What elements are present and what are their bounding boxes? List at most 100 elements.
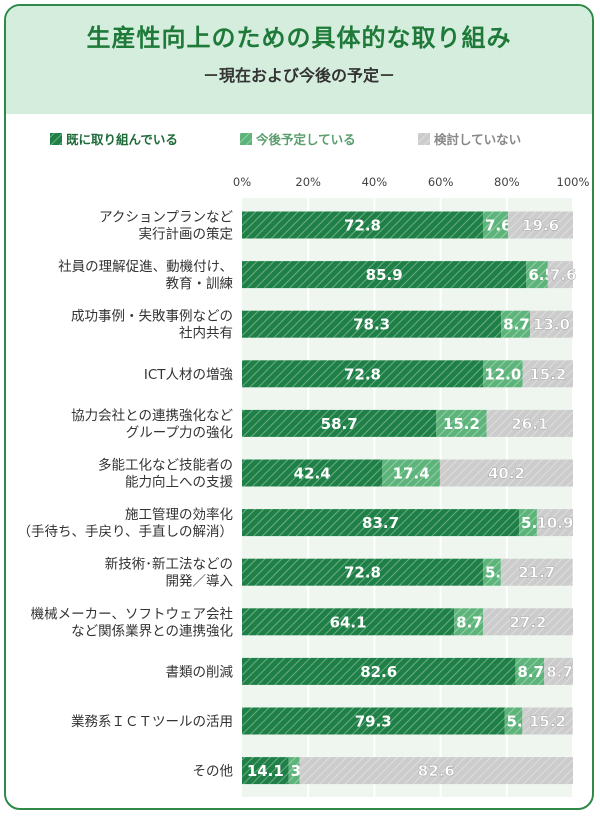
data-label: 13.0	[533, 316, 570, 334]
data-label: 8.7	[456, 613, 483, 631]
data-label: 19.6	[522, 217, 559, 235]
bar-segment	[504, 707, 523, 735]
bar-segment	[529, 310, 573, 338]
x-tick-label: 20%	[295, 175, 321, 189]
bar-segment	[482, 360, 523, 388]
data-label: 82.6	[418, 762, 455, 780]
data-label: 8.7	[546, 663, 573, 681]
bar-segment	[501, 310, 530, 338]
category-label: アクションプランなど	[99, 210, 233, 226]
data-label: 21.7	[518, 564, 555, 582]
data-label: 72.8	[344, 217, 381, 235]
x-tick-label: 80%	[494, 175, 520, 189]
chart-card: 生産性向上のための具体的な取り組み －現在および今後の予定－	[4, 4, 594, 810]
bar-segment	[522, 360, 573, 388]
bar-segment	[482, 558, 501, 586]
data-label: 64.1	[330, 613, 367, 631]
bar-segment	[547, 261, 573, 289]
data-label: 27.2	[509, 613, 546, 631]
data-label: 8.7	[517, 663, 544, 681]
data-label: 85.9	[366, 266, 403, 284]
bar-segment	[500, 558, 573, 586]
x-tick-label: 0%	[233, 175, 251, 189]
data-label: 7.6	[485, 217, 512, 235]
bar-segment	[242, 509, 520, 537]
category-label: グループ力の強化	[126, 425, 233, 441]
bar-segment	[482, 608, 573, 636]
category-label: 成功事例・失敗事例などの	[71, 309, 233, 325]
legend-label: 検討していない	[434, 132, 521, 147]
data-label: 42.4	[294, 465, 331, 483]
bar-segment	[382, 459, 440, 487]
category-label: 施工管理の効率化	[125, 506, 233, 523]
x-tick-label: 100%	[557, 175, 590, 189]
legend-label: 既に取り組んでいる	[66, 132, 178, 147]
category-label: 協力会社との連携強化など	[71, 408, 233, 424]
data-label: 72.8	[344, 564, 381, 582]
category-label: ICT人材の増強	[144, 367, 234, 383]
data-label: 15.2	[443, 415, 480, 433]
category-label: 能力向上への支援	[125, 475, 233, 491]
bar-segment	[486, 409, 573, 437]
data-label: 79.3	[355, 713, 392, 731]
data-label: 58.7	[321, 415, 358, 433]
bar-segment	[508, 211, 573, 239]
category-label: 書類の削減	[166, 663, 234, 680]
data-label: 83.7	[362, 514, 399, 532]
bar-segment	[515, 657, 545, 685]
category-label: 教育・訓練	[166, 276, 234, 292]
data-label: 8.7	[503, 316, 530, 334]
bar-segment	[519, 509, 537, 537]
category-label: 機械メーカー、ソフトウェア会社	[31, 606, 233, 622]
category-label: 開発／導入	[166, 574, 234, 590]
chart-title: 生産性向上のための具体的な取り組み	[86, 24, 512, 52]
data-label: 15.2	[529, 713, 566, 731]
bar-segment	[242, 459, 383, 487]
data-label: 78.3	[353, 316, 390, 334]
category-label: その他	[193, 764, 234, 780]
bar-segment	[242, 310, 502, 338]
bar-segment	[522, 707, 573, 735]
plot-area	[242, 198, 573, 797]
category-label: （手待ち、手戻り、手直しの解消）	[18, 524, 233, 540]
category-label: 業務系ＩＣＴツールの活用	[71, 714, 233, 730]
legend-label: 今後予定している	[255, 132, 356, 147]
bar-segment	[242, 558, 483, 586]
bar-segment	[242, 608, 455, 636]
data-label: 17.4	[393, 465, 430, 483]
bar-segment	[288, 757, 300, 785]
bar-segment	[436, 409, 487, 437]
bar-segment	[299, 757, 573, 785]
chart-subtitle: －現在および今後の予定－	[202, 66, 395, 85]
legend-swatch	[50, 133, 62, 145]
bar-segment	[482, 211, 509, 239]
bar-segment	[454, 608, 483, 636]
category-label: 新技術･新工法などの	[105, 557, 233, 573]
bar-segment	[242, 707, 505, 735]
data-label: 15.2	[529, 365, 566, 383]
category-label: 社員の理解促進、動機付け、	[58, 259, 233, 275]
category-label: など関係業界との連携強化	[71, 623, 233, 639]
x-tick-label: 40%	[362, 175, 388, 189]
legend-swatch	[240, 133, 252, 145]
data-label: 40.2	[488, 465, 525, 483]
data-label: 26.1	[511, 415, 548, 433]
bar-segment	[242, 360, 483, 388]
category-label: 社内共有	[179, 326, 233, 342]
bar-segment	[242, 261, 527, 289]
bar-segment	[242, 757, 289, 785]
bar-segment	[439, 459, 573, 487]
data-label: 10.9	[536, 514, 573, 532]
category-label: 実行計画の策定	[139, 226, 234, 243]
data-label: 72.8	[344, 365, 381, 383]
category-label: 多能工化など技能者の	[98, 457, 233, 474]
bar-segment	[526, 261, 548, 289]
legend-swatch	[418, 133, 430, 145]
data-label: 14.1	[247, 762, 284, 780]
bar-segment	[536, 509, 573, 537]
data-label: 7.6	[550, 266, 577, 284]
x-tick-label: 60%	[428, 175, 454, 189]
bar-segment	[242, 657, 516, 685]
data-label: 12.0	[484, 365, 521, 383]
